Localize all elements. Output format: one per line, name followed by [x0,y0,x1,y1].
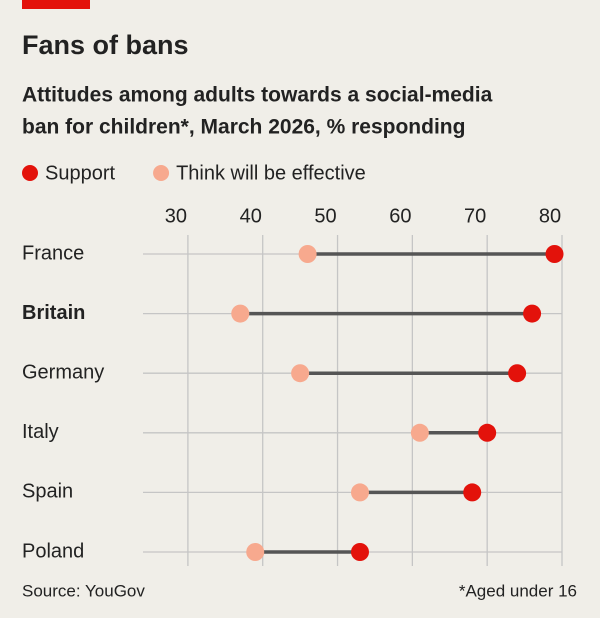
dot [545,245,564,263]
x-tick-label: 30 [165,205,187,227]
chart-title: Fans of bans [22,30,189,60]
source: Source: YouGov [22,581,145,600]
brand-bar [22,0,90,9]
x-tick-label: 50 [314,205,336,227]
dot [463,483,482,502]
y-tick-label: Germany [22,361,104,383]
legend-label: Support [45,162,115,184]
x-tick-label: 70 [464,205,486,227]
dot [350,543,369,561]
dot [246,543,265,561]
y-tick-label: Spain [22,481,73,503]
dot [523,304,542,323]
dot [298,245,317,263]
subtitle: ban for children*, March 2026, % respond… [22,116,465,139]
x-tick-label: 60 [389,205,411,227]
dot [410,423,429,442]
x-tick-label: 80 [539,205,561,227]
x-tick-label: 40 [240,205,262,227]
dot [231,304,250,323]
legend-marker [153,165,170,181]
footnote: *Aged under 16 [459,581,577,600]
subtitle: Attitudes among adults towards a social-… [22,84,493,107]
dot [508,364,527,383]
y-tick-label: France [22,242,84,264]
dot [350,483,369,502]
y-tick-label: Britain [22,302,85,324]
legend-marker [22,165,38,181]
y-tick-label: Poland [22,540,84,562]
dot [478,423,497,442]
legend-label: Think will be effective [176,162,366,184]
dot [291,364,310,383]
y-tick-label: Italy [22,421,59,443]
